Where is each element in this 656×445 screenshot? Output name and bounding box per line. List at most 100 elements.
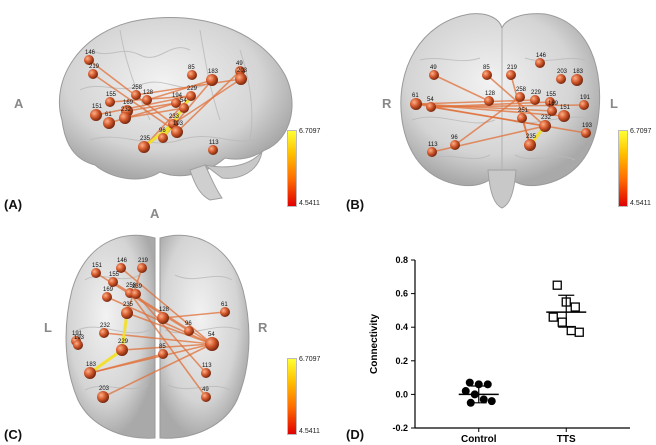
brain-node bbox=[517, 113, 527, 123]
connection-edge bbox=[124, 107, 185, 119]
y-tick-label: 0.4 bbox=[395, 322, 408, 332]
brain-node bbox=[99, 328, 109, 338]
node-label: 155 bbox=[106, 92, 117, 98]
x-tick-label: Control bbox=[461, 434, 497, 445]
node-label: 155 bbox=[109, 272, 120, 278]
data-point bbox=[557, 317, 567, 327]
node-label: 183 bbox=[208, 69, 219, 75]
brain-node bbox=[158, 349, 168, 359]
connection-edge bbox=[92, 73, 178, 133]
orientation-right-label: R bbox=[382, 96, 392, 111]
node-label: 232 bbox=[100, 323, 111, 329]
data-point bbox=[479, 395, 488, 404]
node-label: 151 bbox=[92, 104, 103, 110]
node-label: 193 bbox=[582, 123, 593, 129]
brain-node bbox=[116, 263, 126, 273]
node-label: 191 bbox=[580, 95, 591, 101]
brain-node bbox=[410, 98, 422, 110]
panel-d-label: (D) bbox=[346, 427, 365, 442]
y-tick-label: 0.8 bbox=[395, 255, 408, 265]
brain-node bbox=[171, 126, 183, 138]
brain-node bbox=[450, 140, 460, 150]
colorbar-b-max: 6.7097 bbox=[630, 128, 652, 135]
node-label: 229 bbox=[531, 90, 542, 96]
colorbar-a-min: 4.5411 bbox=[299, 200, 320, 207]
connection-edge bbox=[88, 59, 174, 125]
colorbar-c-max: 6.7097 bbox=[299, 356, 321, 363]
node-label: 128 bbox=[143, 90, 154, 96]
node-label: 232 bbox=[541, 115, 552, 121]
node-label: 219 bbox=[138, 258, 149, 264]
node-label: 146 bbox=[85, 50, 96, 56]
orientation-left-label: L bbox=[610, 96, 618, 111]
y-axis-label: Connectivity bbox=[369, 314, 380, 374]
colorbar-a bbox=[287, 130, 297, 207]
brain-node bbox=[547, 106, 557, 116]
connection-edge bbox=[103, 332, 213, 345]
node-label: 251 bbox=[518, 108, 529, 114]
data-point bbox=[483, 380, 492, 389]
brain-node bbox=[524, 139, 536, 151]
node-label: 239 bbox=[132, 284, 143, 290]
brain-node bbox=[90, 109, 102, 121]
brain-node bbox=[429, 70, 439, 80]
brain-node bbox=[108, 277, 118, 287]
node-label: 113 bbox=[202, 363, 212, 369]
brain-node bbox=[235, 73, 247, 85]
node-label: 235 bbox=[526, 134, 537, 140]
brain-node bbox=[539, 120, 551, 132]
connection-edge bbox=[510, 74, 531, 146]
brain-node bbox=[105, 97, 115, 107]
node-label: 169 bbox=[103, 287, 114, 293]
node-label: 191 bbox=[72, 331, 83, 337]
brain-node bbox=[88, 69, 98, 79]
brain-node bbox=[545, 97, 555, 107]
connection-edge-strong bbox=[120, 312, 129, 351]
brain-node bbox=[186, 91, 196, 101]
connection-edge bbox=[121, 343, 213, 351]
panel-c-label: (C) bbox=[4, 427, 23, 442]
data-point bbox=[574, 327, 584, 337]
node-label: 169 bbox=[548, 101, 559, 107]
node-label: 155 bbox=[546, 92, 557, 98]
y-tick-label: 0.0 bbox=[395, 389, 408, 399]
brain-node bbox=[184, 326, 194, 336]
brain-node bbox=[571, 74, 583, 86]
brain-node bbox=[515, 92, 525, 102]
orientation-anterior-label: A bbox=[14, 96, 24, 111]
node-label: 151 bbox=[560, 105, 571, 111]
data-point bbox=[461, 387, 470, 396]
connection-edge bbox=[486, 74, 546, 127]
node-label: 54 bbox=[427, 97, 434, 103]
brain-node bbox=[535, 58, 545, 68]
brain-node bbox=[119, 112, 131, 124]
node-label: 61 bbox=[412, 93, 419, 99]
node-label: 235 bbox=[140, 136, 151, 142]
brain-node bbox=[530, 95, 540, 105]
data-point bbox=[465, 378, 474, 387]
brain-node bbox=[208, 145, 218, 155]
node-label: 203 bbox=[237, 68, 248, 74]
node-label: 113 bbox=[209, 140, 219, 146]
node-label: 151 bbox=[92, 263, 103, 269]
brain-node bbox=[558, 110, 570, 122]
connection-edge bbox=[129, 292, 207, 398]
brain-node bbox=[131, 289, 141, 299]
node-label: 146 bbox=[536, 53, 547, 59]
connection-edge-strong bbox=[89, 348, 123, 375]
connection-edge bbox=[454, 96, 521, 146]
connection-edge bbox=[162, 311, 226, 319]
colorbar-b bbox=[618, 130, 628, 207]
connection-edge bbox=[126, 312, 213, 345]
brain-node bbox=[158, 133, 168, 143]
brain-coronal-view: 146 49 85 219 203 183 61 54 128 258 229 155 191 16915… bbox=[400, 13, 601, 209]
orientation-right-label-c: R bbox=[258, 320, 268, 335]
brain-node bbox=[482, 70, 492, 80]
brain-node bbox=[103, 117, 115, 129]
brain-node bbox=[137, 263, 147, 273]
y-tick-label: 0.6 bbox=[395, 289, 408, 299]
panel-b: 146 49 85 219 203 183 61 54 128 258 229 155 191 169 15… bbox=[0, 0, 656, 222]
node-label: 96 bbox=[185, 321, 192, 327]
brain-node bbox=[556, 74, 566, 84]
